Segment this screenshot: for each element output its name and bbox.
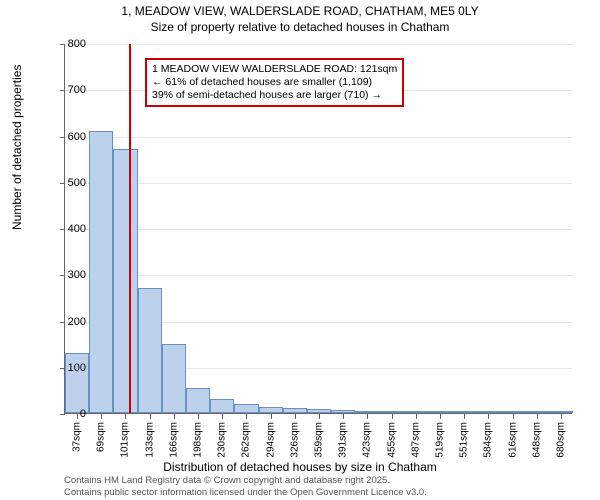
histogram-bar xyxy=(331,410,355,413)
y-axis-title: Number of detached properties xyxy=(10,65,24,230)
xtick-label: 230sqm xyxy=(217,422,228,458)
xtick-label: 648sqm xyxy=(531,422,542,458)
histogram-bar xyxy=(283,408,307,413)
xtick-mark xyxy=(343,414,344,419)
gridline xyxy=(65,183,572,184)
xtick-label: 584sqm xyxy=(483,422,494,458)
histogram-bar xyxy=(500,411,524,413)
xtick-label: 487sqm xyxy=(410,422,421,458)
annotation-line: 39% of semi-detached houses are larger (… xyxy=(152,89,397,102)
xtick-mark xyxy=(246,414,247,419)
xtick-label: 680sqm xyxy=(555,422,566,458)
gridline xyxy=(65,44,572,45)
chart-title-line1: 1, MEADOW VIEW, WALDERSLADE ROAD, CHATHA… xyxy=(0,4,600,20)
footer-line1: Contains HM Land Registry data © Crown c… xyxy=(64,475,427,486)
property-marker-line xyxy=(129,44,131,413)
xtick-mark xyxy=(101,414,102,419)
chart-area: 37sqm69sqm101sqm133sqm166sqm198sqm230sqm… xyxy=(64,44,572,414)
xtick-mark xyxy=(513,414,514,419)
xtick-mark xyxy=(392,414,393,419)
xtick-label: 551sqm xyxy=(459,422,470,458)
histogram-bar xyxy=(113,149,137,413)
xtick-mark xyxy=(125,414,126,419)
xtick-mark xyxy=(271,414,272,419)
histogram-bar xyxy=(210,399,234,413)
ytick-label: 500 xyxy=(46,177,86,189)
annotation-line: 1 MEADOW VIEW WALDERSLADE ROAD: 121sqm xyxy=(152,63,397,76)
histogram-bar xyxy=(186,388,210,413)
xtick-mark xyxy=(416,414,417,419)
histogram-bar xyxy=(525,411,549,413)
ytick-label: 200 xyxy=(46,316,86,328)
histogram-bar xyxy=(355,411,379,413)
xtick-label: 262sqm xyxy=(241,422,252,458)
histogram-bar xyxy=(428,411,452,413)
histogram-bar xyxy=(162,344,186,413)
xtick-label: 37sqm xyxy=(72,422,83,452)
xtick-mark xyxy=(561,414,562,419)
xtick-label: 69sqm xyxy=(96,422,107,452)
histogram-plot: 37sqm69sqm101sqm133sqm166sqm198sqm230sqm… xyxy=(64,44,572,414)
histogram-bar xyxy=(379,411,403,413)
histogram-bar xyxy=(234,404,258,413)
gridline xyxy=(65,229,572,230)
xtick-label: 455sqm xyxy=(386,422,397,458)
xtick-label: 326sqm xyxy=(289,422,300,458)
xtick-label: 519sqm xyxy=(434,422,445,458)
xtick-mark xyxy=(367,414,368,419)
ytick-label: 600 xyxy=(46,131,86,143)
attribution-footer: Contains HM Land Registry data © Crown c… xyxy=(64,475,427,498)
ytick-label: 700 xyxy=(46,84,86,96)
xtick-mark xyxy=(222,414,223,419)
xtick-label: 198sqm xyxy=(193,422,204,458)
histogram-bar xyxy=(404,411,428,413)
histogram-bar xyxy=(307,409,331,413)
ytick-label: 0 xyxy=(46,408,86,420)
xtick-label: 294sqm xyxy=(265,422,276,458)
xtick-label: 359sqm xyxy=(314,422,325,458)
xtick-label: 133sqm xyxy=(144,422,155,458)
xtick-label: 101sqm xyxy=(120,422,131,458)
footer-line2: Contains public sector information licen… xyxy=(64,487,427,498)
xtick-mark xyxy=(295,414,296,419)
xtick-label: 616sqm xyxy=(507,422,518,458)
x-axis-title: Distribution of detached houses by size … xyxy=(0,460,600,474)
gridline xyxy=(65,137,572,138)
xtick-label: 423sqm xyxy=(362,422,373,458)
ytick-label: 300 xyxy=(46,269,86,281)
property-annotation: 1 MEADOW VIEW WALDERSLADE ROAD: 121sqm← … xyxy=(145,58,404,107)
xtick-mark xyxy=(198,414,199,419)
xtick-mark xyxy=(537,414,538,419)
histogram-bar xyxy=(476,411,500,413)
histogram-bar xyxy=(89,131,113,413)
xtick-mark xyxy=(319,414,320,419)
histogram-bar xyxy=(549,411,573,413)
gridline xyxy=(65,275,572,276)
xtick-label: 391sqm xyxy=(338,422,349,458)
xtick-mark xyxy=(174,414,175,419)
annotation-line: ← 61% of detached houses are smaller (1,… xyxy=(152,76,397,89)
histogram-bar xyxy=(138,288,162,413)
xtick-mark xyxy=(440,414,441,419)
chart-title-line2: Size of property relative to detached ho… xyxy=(0,20,600,36)
histogram-bar xyxy=(259,407,283,413)
xtick-mark xyxy=(464,414,465,419)
xtick-mark xyxy=(150,414,151,419)
xtick-mark xyxy=(488,414,489,419)
xtick-label: 166sqm xyxy=(168,422,179,458)
ytick-label: 400 xyxy=(46,223,86,235)
histogram-bar xyxy=(452,411,476,413)
ytick-label: 100 xyxy=(46,362,86,374)
ytick-label: 800 xyxy=(46,38,86,50)
